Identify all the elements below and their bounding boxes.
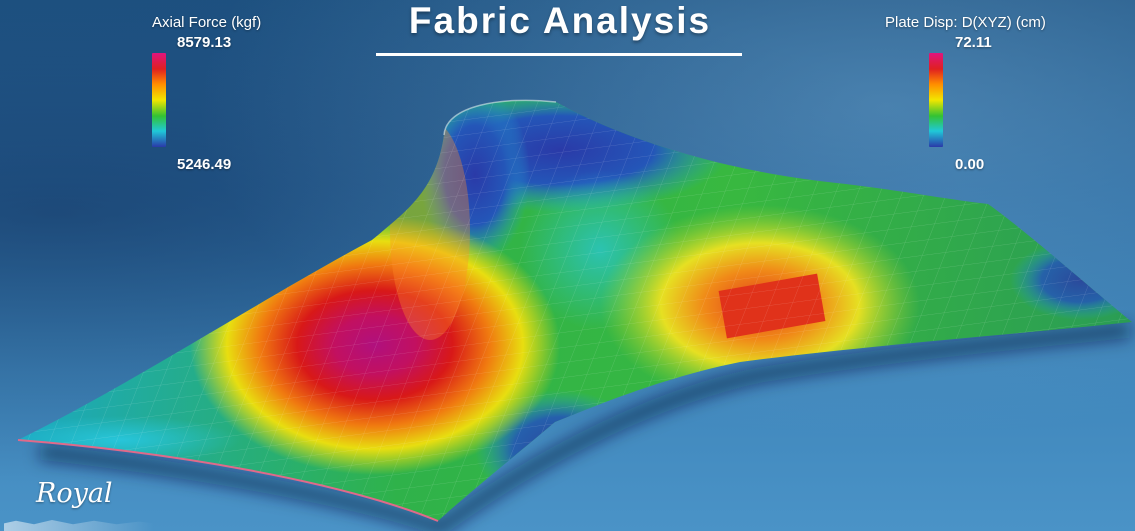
plate-disp-colorbar xyxy=(929,53,943,147)
page-title: Fabric Analysis xyxy=(408,0,712,41)
axial-force-colorbar xyxy=(152,53,166,147)
logo-script-fragment xyxy=(4,519,154,531)
plate-disp-label: Plate Disp: D(XYZ) (cm) xyxy=(885,14,1046,31)
axial-force-min: 5246.49 xyxy=(177,156,232,173)
axial-force-max: 8579.13 xyxy=(177,34,232,51)
plate-disp-min: 0.00 xyxy=(955,156,985,173)
plate-disp-max: 72.11 xyxy=(955,34,992,51)
royal-logo-text: Royal xyxy=(36,478,113,509)
axial-force-label: Axial Force (kgf) xyxy=(152,14,262,31)
title-underline xyxy=(376,53,742,56)
